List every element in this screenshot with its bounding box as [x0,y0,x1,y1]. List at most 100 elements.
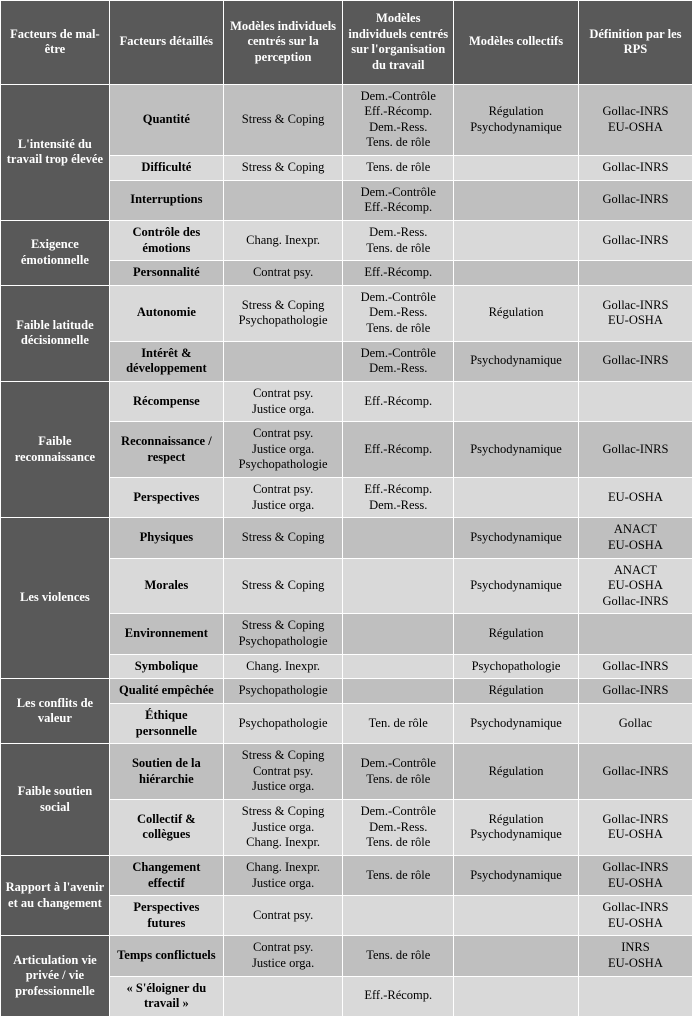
data-cell: Eff.-Récomp. [343,261,454,286]
detail-factor-cell: Contrôle des émotions [109,220,223,260]
detail-factor-cell: Reconnaissance / respect [109,422,223,478]
detail-factor-cell: Récompense [109,381,223,421]
detail-factor-cell: Morales [109,558,223,614]
data-cell: Psychopathologie [223,679,342,704]
data-cell: ANACTEU-OSHA [578,518,692,558]
data-cell: Gollac-INRS [578,679,692,704]
col-header: Définition par les RPS [578,1,692,85]
row-group-header: Les violences [1,518,110,679]
data-cell [454,936,579,976]
row-group-header: L'intensité du travail trop élevée [1,84,110,220]
data-cell [454,478,579,518]
detail-factor-cell: Changement effectif [109,855,223,895]
data-cell: Tens. de rôle [343,855,454,895]
data-cell [454,976,579,1016]
data-cell: Psychopathologie [223,703,342,743]
data-cell: Contrat psy. [223,896,342,936]
data-cell: Psychopathologie [454,654,579,679]
data-cell: Dem.-ContrôleDem.-Ress. [343,341,454,381]
detail-factor-cell: « S'éloigner du travail » [109,976,223,1016]
data-cell: Psychodynamique [454,703,579,743]
data-cell: Régulation [454,614,579,654]
col-header: Facteurs de mal-être [1,1,110,85]
data-cell: Contrat psy.Justice orga.Psychopathologi… [223,422,342,478]
data-cell: Psychodynamique [454,558,579,614]
data-cell: Psychodynamique [454,518,579,558]
data-cell: Gollac-INRSEU-OSHA [578,896,692,936]
data-cell [343,558,454,614]
data-cell: Tens. de rôle [343,156,454,181]
detail-factor-cell: Interruptions [109,180,223,220]
data-cell [454,381,579,421]
table-row: Faible reconnaissanceRécompenseContrat p… [1,381,693,421]
data-cell: Gollac-INRS [578,156,692,181]
detail-factor-cell: Collectif & collègues [109,800,223,856]
data-cell [343,614,454,654]
data-cell: Psychodynamique [454,855,579,895]
table-row: L'intensité du travail trop élevéeQuanti… [1,84,693,156]
data-cell: Gollac-INRS [578,220,692,260]
data-cell: Contrat psy. [223,261,342,286]
data-cell: Stress & Coping [223,84,342,156]
detail-factor-cell: Symbolique [109,654,223,679]
data-cell: Dem.-ContrôleEff.-Récomp.Dem.-Ress.Tens.… [343,84,454,156]
data-cell: Psychodynamique [454,341,579,381]
data-cell: Dem.-ContrôleDem.-Ress.Tens. de rôle [343,285,454,341]
row-group-header: Articulation vie privée / vie profession… [1,936,110,1017]
data-cell: Régulation [454,744,579,800]
data-cell [223,976,342,1016]
data-cell: Eff.-Récomp. [343,381,454,421]
col-header: Modèles individuels centrés sur la perce… [223,1,342,85]
row-group-header: Faible soutien social [1,744,110,856]
data-cell: Dem.-ContrôleDem.-Ress.Tens. de rôle [343,800,454,856]
detail-factor-cell: Difficulté [109,156,223,181]
detail-factor-cell: Perspectives [109,478,223,518]
data-cell: Stress & CopingContrat psy.Justice orga. [223,744,342,800]
data-cell: Gollac-INRSEU-OSHA [578,800,692,856]
data-cell: Contrat psy.Justice orga. [223,936,342,976]
data-cell: Dem.-Ress.Tens. de rôle [343,220,454,260]
data-cell [578,976,692,1016]
data-cell [454,220,579,260]
data-cell [578,614,692,654]
row-group-header: Rapport à l'avenir et au changement [1,855,110,936]
data-cell: Gollac-INRS [578,744,692,800]
data-cell: Gollac-INRSEU-OSHA [578,84,692,156]
col-header: Facteurs détaillés [109,1,223,85]
data-cell: Eff.-Récomp.Dem.-Ress. [343,478,454,518]
table-row: Faible latitude décisionnelleAutonomieSt… [1,285,693,341]
rps-summary-table: Facteurs de mal-être Facteurs détaillés … [0,0,693,1017]
data-cell: Régulation [454,285,579,341]
detail-factor-cell: Environnement [109,614,223,654]
data-cell [343,654,454,679]
data-cell: INRSEU-OSHA [578,936,692,976]
data-cell: Gollac-INRSEU-OSHA [578,285,692,341]
detail-factor-cell: Temps conflictuels [109,936,223,976]
detail-factor-cell: Autonomie [109,285,223,341]
data-cell [578,381,692,421]
data-cell [343,679,454,704]
data-cell: RégulationPsychodynamique [454,800,579,856]
detail-factor-cell: Personnalité [109,261,223,286]
data-cell: Ten. de rôle [343,703,454,743]
table-row: Les conflits de valeurQualité empêchéePs… [1,679,693,704]
data-cell [343,896,454,936]
detail-factor-cell: Éthique personnelle [109,703,223,743]
data-cell: Gollac-INRS [578,341,692,381]
detail-factor-cell: Qualité empêchée [109,679,223,704]
col-header: Modèles collectifs [454,1,579,85]
data-cell [223,180,342,220]
data-cell: RégulationPsychodynamique [454,84,579,156]
data-cell: EU-OSHA [578,478,692,518]
detail-factor-cell: Perspectives futures [109,896,223,936]
table-header: Facteurs de mal-être Facteurs détaillés … [1,1,693,85]
table-row: Faible soutien socialSoutien de la hiéra… [1,744,693,800]
detail-factor-cell: Physiques [109,518,223,558]
data-cell: Stress & Coping [223,558,342,614]
data-cell [223,341,342,381]
data-cell: ANACTEU-OSHAGollac-INRS [578,558,692,614]
table-row: Exigence émotionnelleContrôle des émotio… [1,220,693,260]
table-row: Rapport à l'avenir et au changementChang… [1,855,693,895]
data-cell: Dem.-ContrôleTens. de rôle [343,744,454,800]
data-cell: Gollac-INRS [578,654,692,679]
